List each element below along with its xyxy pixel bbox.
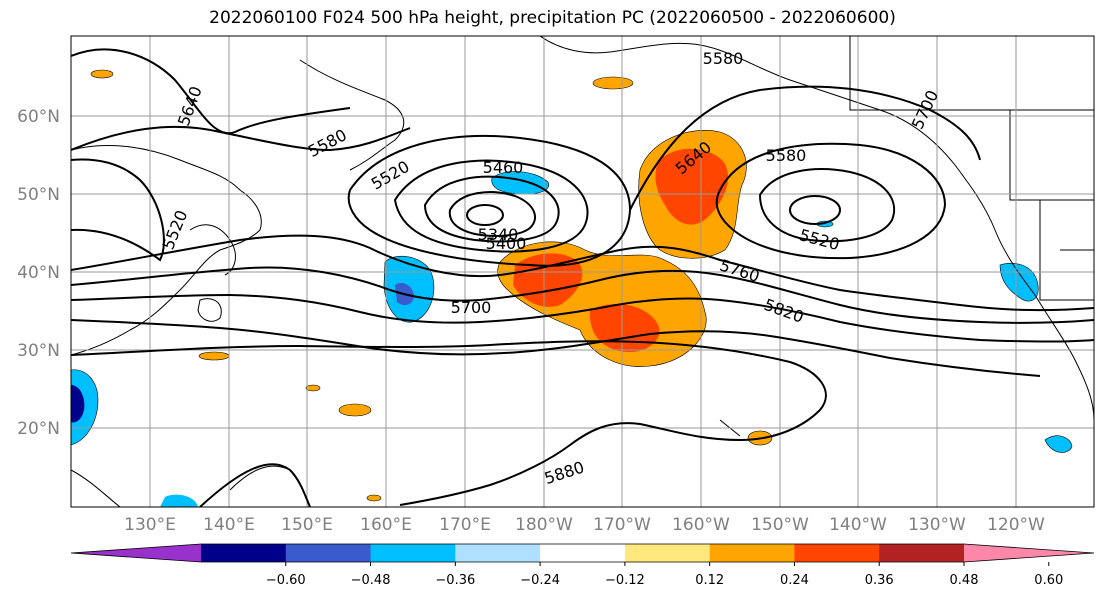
contour-5760	[71, 293, 1094, 343]
contour-5520-ring	[347, 135, 632, 267]
contour-5520-east	[715, 142, 947, 260]
colorbar-segment	[201, 544, 287, 562]
contour-5880	[71, 340, 827, 506]
lat-label: 20°N	[17, 419, 60, 439]
contour-5640-mid	[629, 85, 981, 211]
height-contours	[71, 48, 1094, 507]
precip-positive-region	[366, 494, 382, 502]
lon-label: 140°E	[203, 515, 255, 535]
precip-positive-region	[592, 76, 634, 90]
chart-title: 2022060100 F024 500 hPa height, precipit…	[209, 8, 896, 28]
lat-label: 60°N	[17, 107, 60, 127]
lon-label: 120°W	[987, 515, 1045, 535]
lon-label: 170°W	[593, 515, 651, 535]
colorbar-segment	[624, 544, 711, 562]
colorbar-tick-label: 0.12	[695, 573, 724, 588]
lon-label: 180°W	[515, 515, 573, 535]
lon-label: 130°E	[124, 515, 176, 535]
longitude-labels: 130°E 140°E 150°E 160°E 170°E 180°W 170°…	[124, 515, 1045, 535]
contour-label: 5880	[542, 457, 587, 488]
lon-label: 140°W	[829, 515, 887, 535]
contour-5460-ring	[393, 159, 589, 253]
colorbar-segment	[370, 544, 456, 562]
colorbar-tick-label: 0.60	[1034, 573, 1063, 588]
contour-label: 5460	[483, 158, 524, 177]
contour-label: 5580	[766, 146, 807, 165]
colorbar-tick-label: −0.48	[351, 573, 391, 588]
contour-low-center	[466, 204, 504, 226]
contour-label: 5580	[305, 125, 350, 161]
contour-label: 5580	[703, 49, 744, 68]
contour-5700-a	[71, 234, 1094, 312]
colorbar-tick-label: −0.36	[435, 573, 475, 588]
contour-label: 5520	[368, 157, 413, 194]
contour-5400-ring	[423, 175, 560, 243]
precip-positive-region	[198, 351, 230, 361]
colorbar-segment	[455, 544, 541, 562]
precip-negative-region	[160, 494, 198, 507]
lon-label: 160°E	[360, 515, 412, 535]
contour-5580-east	[758, 168, 896, 243]
colorbar-segment	[794, 544, 880, 562]
contour-label: 5400	[486, 234, 527, 253]
contour-label: 5340	[478, 225, 519, 244]
precip-positive-region	[338, 403, 372, 417]
contour-5580-west	[71, 125, 411, 152]
lon-label: 130°W	[908, 515, 966, 535]
colorbar-extend-min	[71, 544, 201, 562]
colorbar-segment	[879, 544, 965, 562]
precip-negative-region	[999, 262, 1039, 302]
contour-label: 5760	[717, 255, 762, 286]
precip-negative-region	[1044, 435, 1073, 453]
lon-label: 150°E	[281, 515, 333, 535]
lat-label: 50°N	[17, 185, 60, 205]
colorbar-extend-max	[964, 544, 1094, 562]
contour-label: 5700	[451, 298, 492, 317]
precip-positive-region	[305, 384, 321, 392]
contour-label: 5640	[174, 84, 206, 129]
colorbar-tick-label: 0.36	[865, 573, 894, 588]
precip-positive-region	[90, 69, 114, 79]
colorbar-tick-label: 0.24	[780, 573, 809, 588]
colorbar-tick-label: −0.24	[520, 573, 560, 588]
colorbar-tick-label: −0.60	[266, 573, 306, 588]
lat-label: 40°N	[17, 263, 60, 283]
lon-label: 170°E	[439, 515, 491, 535]
colorbar-tick-label: 0.48	[950, 573, 979, 588]
lon-label: 160°W	[672, 515, 730, 535]
colorbar-tick-label: −0.12	[605, 573, 645, 588]
contour-5820	[71, 319, 1041, 377]
map-frame	[70, 35, 1095, 508]
contour-label: 5520	[797, 225, 841, 254]
colorbar-segment	[540, 544, 626, 562]
precip-strong-region	[655, 148, 729, 225]
latitude-labels: 60°N 50°N 40°N 30°N 20°N	[17, 107, 60, 439]
colorbar-outline	[70, 543, 1095, 563]
precip-negative-region	[71, 385, 85, 423]
lat-label: 30°N	[17, 341, 60, 361]
contour-5640-west	[71, 48, 351, 135]
contour-5700-b	[71, 266, 1094, 324]
contour-high-center	[789, 195, 841, 225]
contour-label: 5820	[762, 295, 807, 327]
map-area: 5580 5640 5580 5520 5460 5400 5340 5700 …	[71, 36, 1094, 507]
contour-5340-ring	[448, 191, 536, 237]
colorbar: −0.60 −0.48 −0.36 −0.24 −0.12 0.12 0.24 0.36 0.4…	[70, 543, 1095, 588]
colorbar-segment	[709, 544, 795, 562]
contour-5520-west	[71, 158, 165, 262]
contour-5880-south	[199, 463, 311, 507]
lon-label: 150°W	[751, 515, 809, 535]
precip-shading	[71, 69, 1073, 507]
colorbar-segment	[285, 544, 372, 562]
